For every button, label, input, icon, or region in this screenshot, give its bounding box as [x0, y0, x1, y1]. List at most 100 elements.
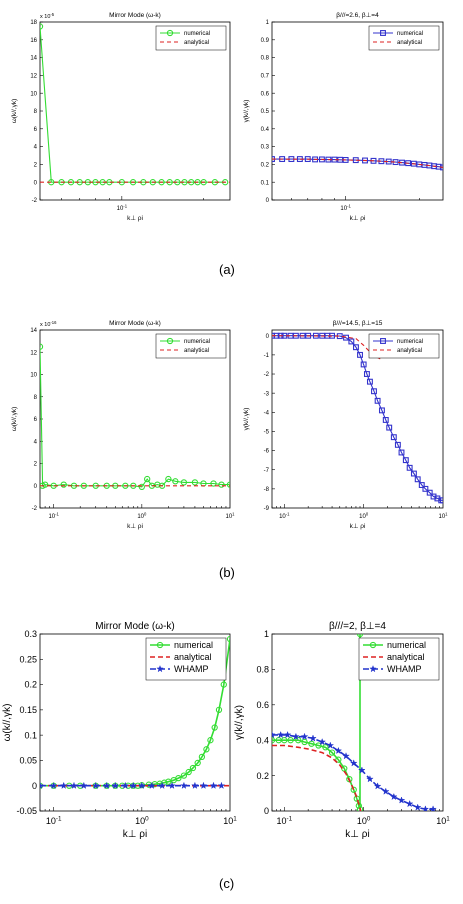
- data-point-numerical: [185, 768, 192, 776]
- data-point-numerical: [328, 749, 336, 756]
- y-tick-label: 4: [34, 145, 38, 151]
- data-point-WHAMP: [209, 781, 218, 790]
- legend-label: numerical: [387, 640, 426, 650]
- x-tick-label: 101: [438, 512, 448, 520]
- data-point-numerical: [130, 482, 137, 489]
- data-point-WHAMP: [405, 799, 414, 808]
- chart-title: β///=2.6, β⊥=4: [336, 12, 379, 19]
- y-tick-label: 0.8: [256, 665, 269, 675]
- data-point-numerical: [366, 378, 373, 385]
- data-point-WHAMP: [158, 781, 167, 790]
- data-point-numerical: [295, 737, 302, 744]
- data-point-WHAMP: [373, 782, 382, 790]
- data-point-WHAMP: [421, 805, 430, 811]
- data-point-WHAMP: [70, 781, 78, 790]
- y-tick-label: -5: [264, 430, 270, 436]
- y-tick-label: -9: [264, 506, 270, 512]
- data-point-WHAMP: [342, 751, 350, 760]
- data-point-numerical: [360, 361, 367, 368]
- data-point-WHAMP: [334, 746, 343, 755]
- series-line-numerical: [272, 634, 361, 810]
- y-tick-label: 0.8: [261, 56, 270, 62]
- x-tick-label: 10-1: [117, 204, 128, 212]
- data-point-WHAMP: [91, 781, 100, 790]
- y-tick-label: 10: [30, 373, 37, 379]
- data-point-WHAMP: [413, 803, 422, 811]
- legend-box: [368, 25, 440, 51]
- data-point-numerical: [414, 476, 421, 483]
- series-layer: [40, 343, 230, 491]
- legend-marker: [166, 29, 174, 37]
- data-point-numerical: [210, 480, 217, 487]
- panel-label-c: (c): [219, 876, 235, 891]
- x-axis-label: k⊥ ρi: [350, 523, 366, 530]
- x-tick-label: 100: [357, 815, 371, 826]
- chart-a-right: 0 0.1 0.2 0.3 0.4 0.5 0.6 0.7 0.8 0.9 1 10-1 β///=2.…: [243, 12, 444, 222]
- data-point-WHAMP: [366, 774, 374, 783]
- data-point-numerical: [410, 470, 417, 477]
- y-tick-label: 0.1: [24, 730, 37, 740]
- data-point-numerical: [80, 482, 87, 489]
- legend-label: analytical: [397, 348, 422, 354]
- data-point-numerical: [158, 179, 165, 186]
- x-tick-label: 10-1: [48, 512, 59, 520]
- series-layer: [272, 634, 437, 811]
- plot-frame: [39, 329, 231, 509]
- data-point-WHAMP: [349, 759, 358, 767]
- x-tick-label: 100: [359, 512, 369, 520]
- x-tick-label: 101: [436, 815, 450, 826]
- y-tick-label: 0.5: [261, 109, 270, 115]
- data-point-numerical: [402, 457, 409, 464]
- y-tick-label: 0.7: [261, 74, 270, 80]
- chart-title: Mirror Mode (ω-k): [109, 12, 161, 19]
- legend-label: WHAMP: [174, 664, 209, 674]
- data-point-WHAMP: [381, 787, 390, 795]
- data-point-WHAMP: [191, 781, 199, 790]
- data-point-numerical: [277, 332, 284, 339]
- y-tick-label: 12: [30, 350, 37, 356]
- y-tick-label: -2: [32, 506, 38, 512]
- data-point-numerical: [362, 157, 368, 164]
- x-tick-label: 100: [137, 512, 147, 520]
- x-tick-label: 10-1: [279, 512, 290, 520]
- data-point-WHAMP: [429, 805, 437, 811]
- data-point-numerical: [281, 737, 288, 744]
- data-point-numerical: [357, 351, 363, 358]
- data-point-WHAMP: [40, 781, 44, 790]
- chart-title: β///=14.5, β⊥=15: [333, 320, 383, 327]
- data-point-numerical: [371, 388, 377, 395]
- series-layer: [40, 23, 230, 186]
- y-tick-label: 4: [34, 439, 38, 445]
- data-point-WHAMP: [276, 730, 285, 739]
- legend-label: numerical: [397, 31, 423, 37]
- plot-frame: [271, 329, 444, 509]
- y-tick-label: 8: [34, 109, 38, 115]
- data-point-numerical: [426, 489, 433, 496]
- data-point-numerical: [175, 774, 182, 782]
- data-point-WHAMP: [272, 730, 276, 739]
- data-point-numerical: [203, 746, 210, 753]
- data-point-WHAMP: [111, 781, 120, 790]
- data-point-numerical: [40, 23, 44, 30]
- series-line-analytical: [272, 158, 443, 168]
- y-tick-label: 0.9: [261, 38, 270, 44]
- data-point-numerical: [422, 485, 429, 492]
- data-point-numerical: [382, 417, 389, 423]
- panel-label-a: (a): [219, 262, 235, 277]
- data-point-WHAMP: [309, 734, 317, 742]
- y-tick-label: -4: [264, 410, 270, 416]
- data-point-numerical: [356, 634, 364, 638]
- chart-b-left: -2 0 2 4 6 8 10 12 14 10-1 100 101 Mirror Mode (ω-k)…: [11, 320, 235, 530]
- data-point-numerical: [440, 497, 443, 504]
- data-point-numerical: [410, 160, 417, 167]
- legend-label: analytical: [184, 348, 209, 354]
- data-point-WHAMP: [180, 781, 188, 790]
- y-tick-label: 16: [30, 38, 37, 44]
- y-tick-label: 1: [266, 20, 270, 26]
- x-axis-label: k⊥ ρi: [127, 215, 143, 222]
- legend-marker: [156, 664, 164, 673]
- data-point-numerical: [194, 759, 201, 767]
- x-axis-label: k⊥ ρi: [127, 523, 143, 530]
- data-point-numerical: [348, 338, 355, 345]
- data-point-WHAMP: [357, 766, 366, 774]
